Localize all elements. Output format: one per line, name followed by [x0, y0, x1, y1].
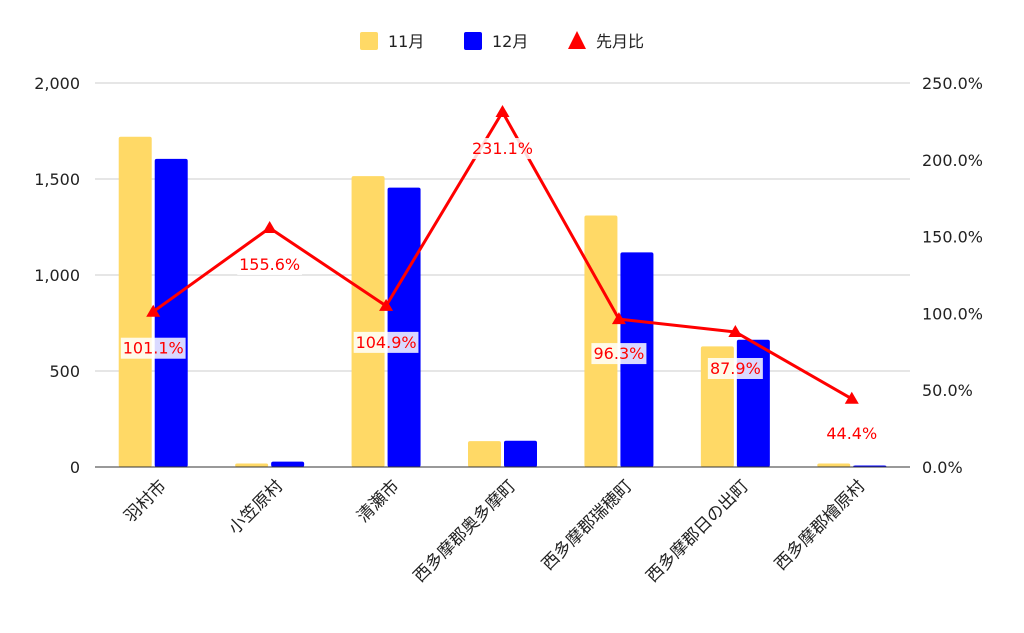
ratio-point	[844, 391, 859, 404]
ratio-point	[728, 324, 743, 337]
legend-triangle-icon	[568, 31, 586, 49]
bar-nov	[351, 176, 385, 467]
category-label: 西多摩郡瑞穂町	[538, 476, 636, 574]
bar-nov	[118, 136, 152, 467]
ratio-point	[611, 312, 626, 325]
legend-item: 12月	[464, 32, 528, 51]
ratio-data-label: 44.4%	[826, 424, 877, 443]
gridlines	[95, 82, 910, 372]
right-y-axis: 0.0% 50.0% 100.0% 150.0% 200.0% 250.0%	[922, 74, 983, 477]
bar-dec	[154, 158, 188, 467]
category-label: 羽村市	[121, 476, 171, 526]
legend-item: 先月比	[568, 31, 644, 51]
right-tick-label: 50.0%	[922, 381, 973, 400]
data-label-bg	[120, 337, 186, 359]
left-tick-label: 0	[70, 458, 80, 477]
ratio-data-label: 155.6%	[239, 255, 300, 274]
data-labels: 101.1% 155.6% 104.9% 231.1% 96.3% 87.9% 44.4%	[120, 138, 880, 444]
ratio-point	[495, 105, 510, 118]
legend-item: 11月	[360, 32, 424, 51]
bar-nov	[235, 463, 269, 467]
category-label: 小笠原村	[225, 476, 287, 538]
ratio-data-label: 87.9%	[710, 359, 761, 378]
legend-label: 12月	[492, 32, 528, 51]
legend-swatch	[464, 32, 482, 50]
ratio-data-label: 104.9%	[356, 333, 417, 352]
legend-label: 先月比	[596, 32, 644, 51]
bar-nov	[584, 215, 618, 467]
ratio-data-label: 231.1%	[472, 139, 533, 158]
left-tick-label: 2,000	[34, 74, 80, 93]
ratio-point	[146, 304, 161, 317]
data-label-bg	[707, 357, 763, 379]
bar-nov	[468, 441, 501, 467]
legend-label: 11月	[388, 32, 424, 51]
left-tick-label: 1,500	[34, 170, 80, 189]
bar-dec	[387, 187, 421, 467]
bars	[118, 136, 887, 467]
right-tick-label: 100.0%	[922, 304, 983, 323]
bar-dec	[271, 461, 305, 467]
legend-swatch	[360, 32, 378, 50]
bar-nov	[817, 463, 851, 467]
ratio-point	[379, 298, 394, 311]
data-label-bg	[824, 422, 880, 444]
category-label: 西多摩郡奥多摩町	[410, 476, 520, 586]
right-tick-label: 250.0%	[922, 74, 983, 93]
left-y-axis: 0 500 1,000 1,500 2,000	[34, 74, 80, 477]
ratio-line	[146, 105, 859, 404]
ratio-data-label: 96.3%	[594, 344, 645, 363]
x-axis-category-labels: 羽村市 小笠原村 清瀬市 西多摩郡奥多摩町 西多摩郡瑞穂町 西多摩郡日の出町 西多摩郡檜原村	[121, 476, 870, 587]
left-tick-label: 1,000	[34, 266, 80, 285]
right-tick-label: 150.0%	[922, 228, 983, 247]
bar-dec	[504, 440, 537, 467]
ratio-data-label: 101.1%	[123, 339, 184, 358]
left-tick-label: 500	[49, 362, 80, 381]
data-label-bg	[353, 331, 419, 353]
data-label-bg	[591, 343, 647, 365]
right-tick-label: 200.0%	[922, 151, 983, 170]
category-label: 清瀬市	[353, 476, 403, 526]
ratio-point	[262, 220, 277, 233]
right-tick-label: 0.0%	[922, 458, 963, 477]
legend: 11月 12月 先月比	[360, 31, 644, 51]
data-label-bg	[237, 253, 303, 275]
category-label: 西多摩郡日の出町	[643, 476, 753, 586]
data-label-bg	[470, 138, 535, 160]
category-label: 西多摩郡檜原村	[770, 476, 869, 575]
